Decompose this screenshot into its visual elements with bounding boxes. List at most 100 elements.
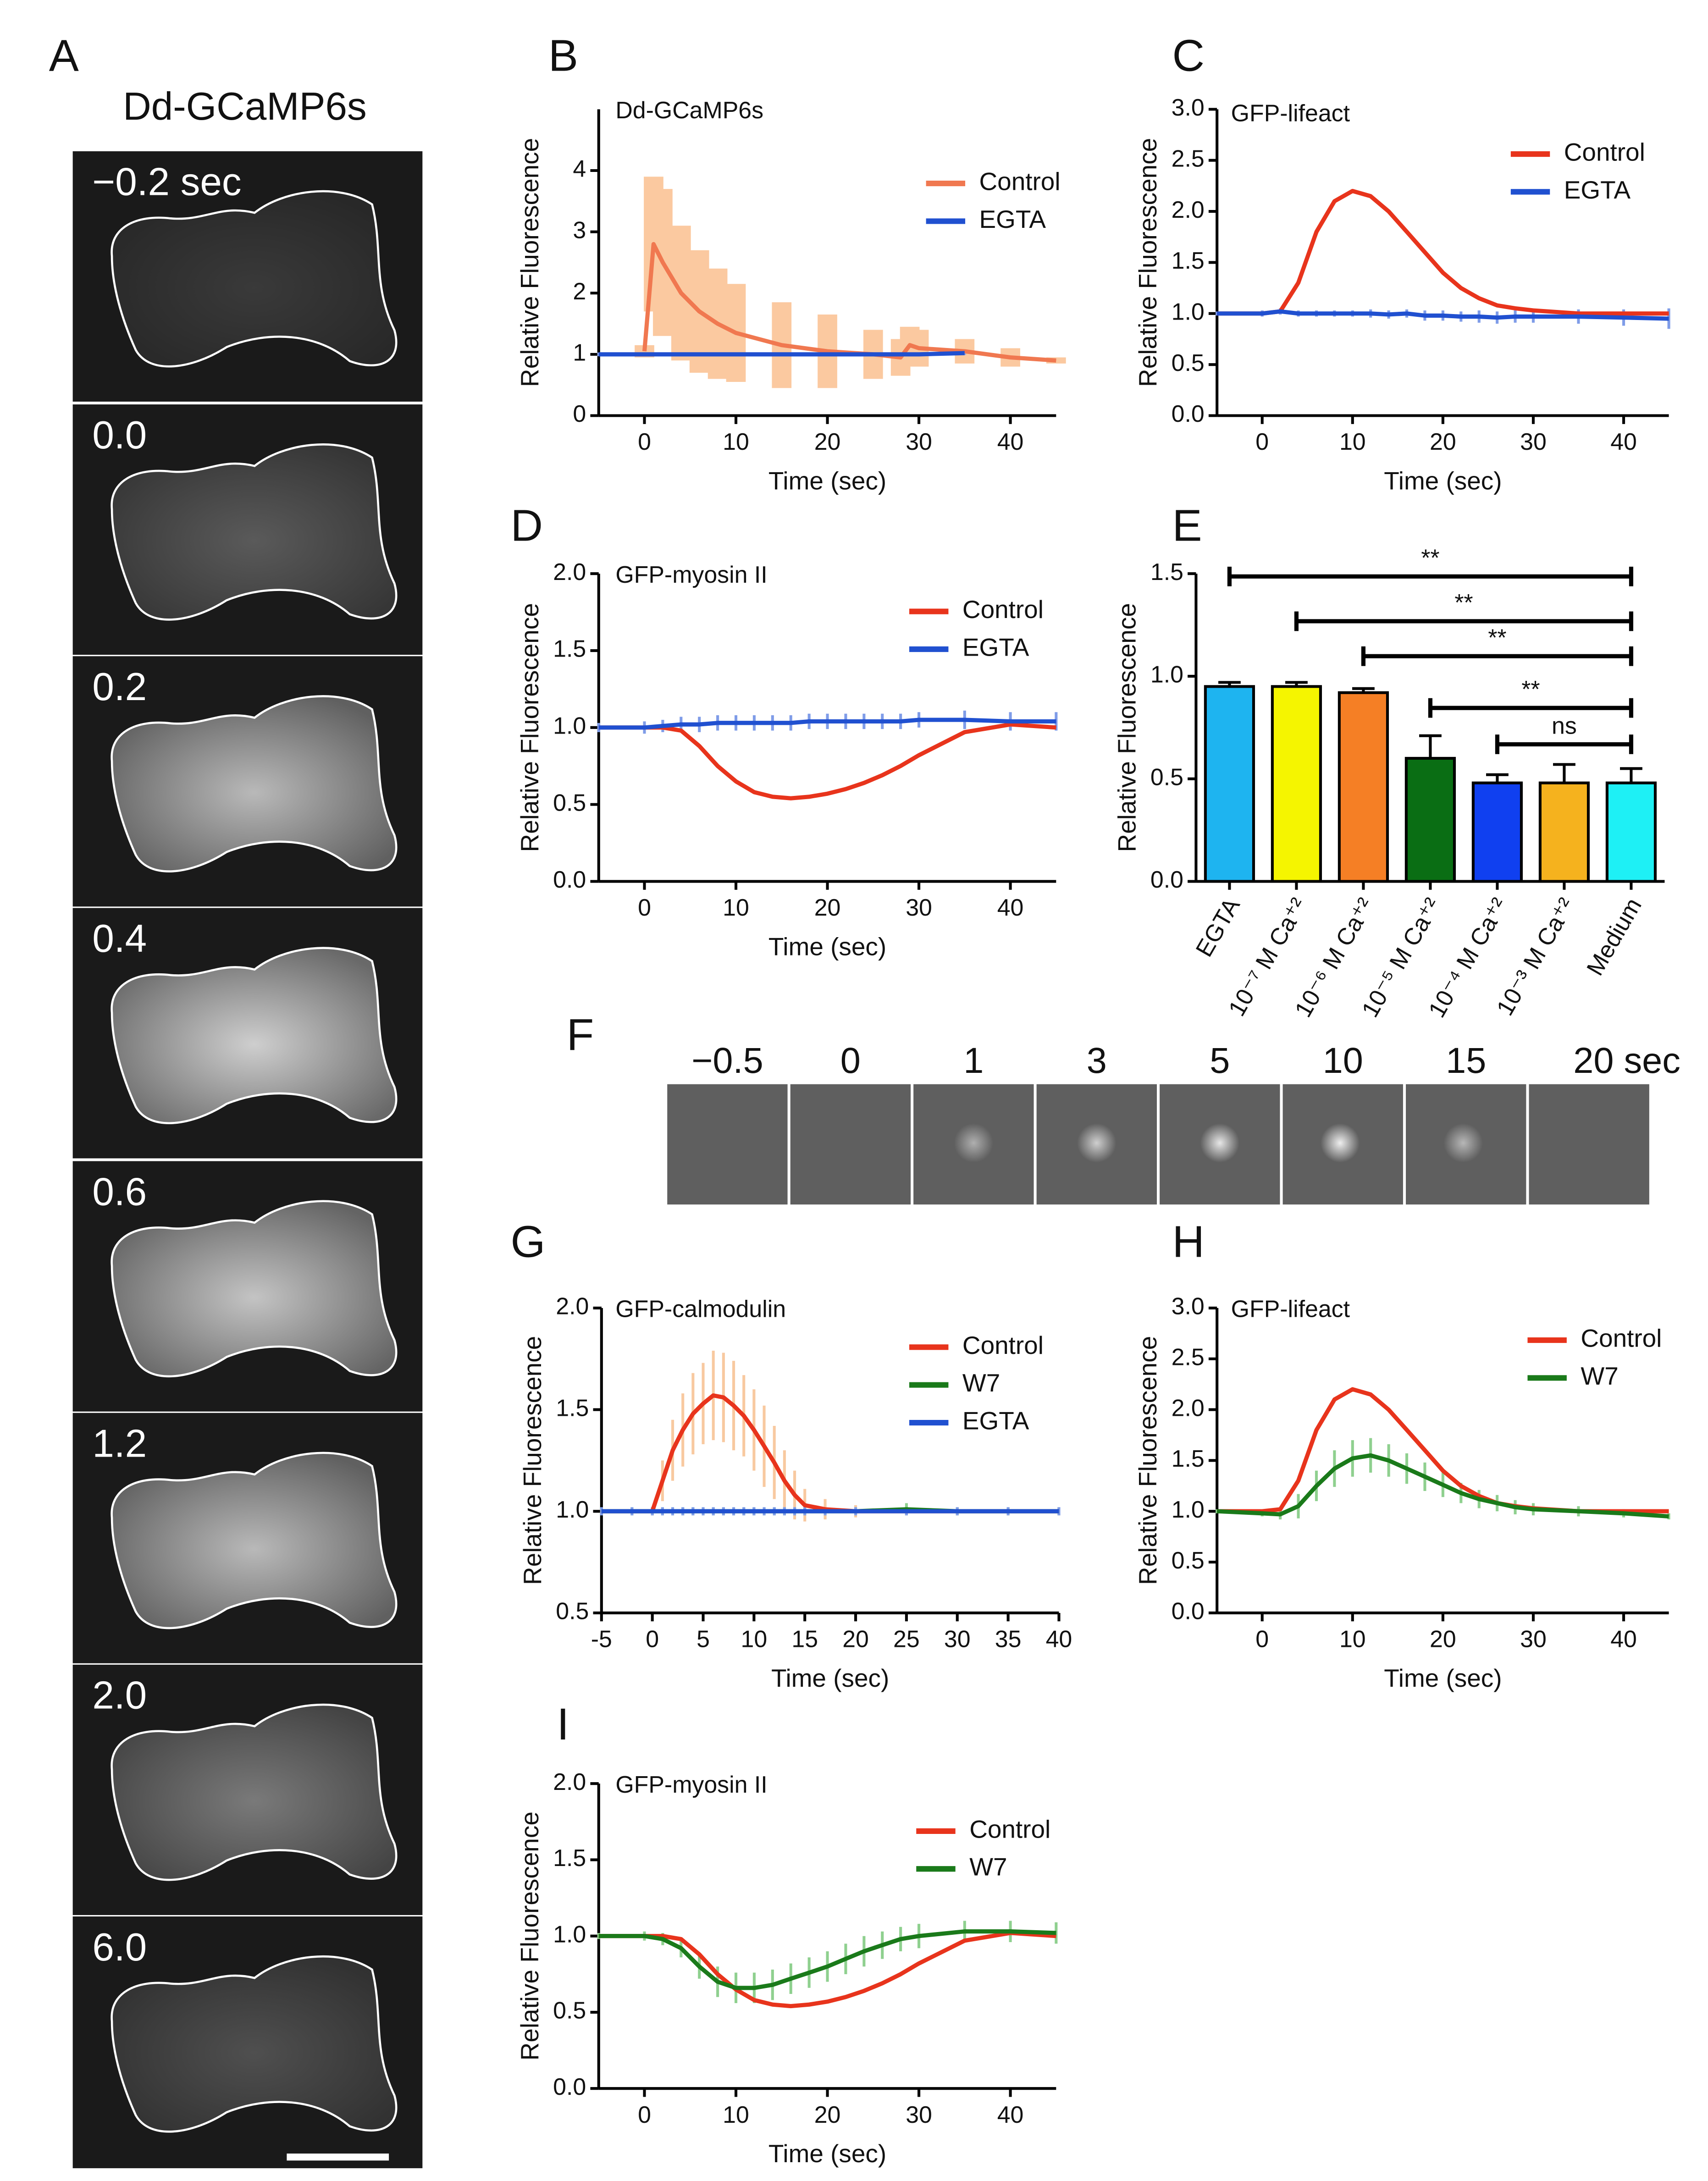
y-tick-label: 0 <box>573 400 586 427</box>
x-tick-label: 30 <box>944 1626 971 1652</box>
panel-label: I <box>557 1699 569 1749</box>
image-frame: 0.6 <box>72 1161 423 1412</box>
panel-title: Dd-GCaMP6s <box>123 85 367 128</box>
image-tile <box>667 1084 788 1205</box>
frame-label: 6.0 <box>92 1926 147 1969</box>
x-tick-label: 10 <box>741 1626 768 1652</box>
chart-title: Dd-GCaMP6s <box>615 97 763 123</box>
image-frame: 0.2 <box>72 656 423 907</box>
x-tick-label: 20 <box>1430 1626 1456 1652</box>
image-frame: 1.2 <box>72 1413 423 1663</box>
y-axis-label: Relative Fluorescence <box>518 1336 547 1585</box>
x-tick-label: 10 <box>723 894 749 921</box>
x-tick-label: -5 <box>591 1626 612 1652</box>
series-line <box>1216 1453 1669 1519</box>
legend-label: Control <box>962 595 1044 624</box>
y-tick-label: 2.0 <box>553 558 586 585</box>
x-tick-label: 20 <box>814 894 841 921</box>
bar <box>1204 685 1255 883</box>
time-label: 3 <box>1087 1040 1107 1081</box>
bar <box>1404 756 1456 883</box>
frame-label: 0.0 <box>92 414 147 457</box>
y-tick-label: 0.5 <box>1150 763 1183 790</box>
panel-label: F <box>567 1010 594 1060</box>
y-tick-label: 2 <box>573 278 586 304</box>
image-frame: 6.0 <box>72 1916 423 2169</box>
x-tick-label: 0 <box>646 1626 659 1652</box>
time-label: 15 <box>1446 1040 1486 1081</box>
x-tick-label: 30 <box>1520 1626 1547 1652</box>
y-tick-label: 3.0 <box>1172 1293 1205 1320</box>
significance-label: ** <box>1454 589 1473 616</box>
legend-label: Control <box>979 167 1061 196</box>
frame-label: −0.2 sec <box>92 160 241 204</box>
x-tick-label: 40 <box>997 428 1024 455</box>
series-line <box>1217 188 1669 316</box>
time-label: 5 <box>1210 1040 1230 1081</box>
significance-label: ** <box>1488 624 1506 651</box>
y-axis-label: Relative Fluorescence <box>1112 603 1141 852</box>
x-tick-label: 0 <box>638 894 651 921</box>
series-line <box>1217 309 1669 321</box>
series-line <box>598 351 965 357</box>
y-tick-label: 2.5 <box>1172 1343 1205 1370</box>
panel-label: C <box>1172 30 1205 80</box>
x-tick-label: 30 <box>906 2101 932 2128</box>
x-tick-label: 20 <box>814 2101 841 2128</box>
chart-title: GFP-calmodulin <box>615 1296 786 1322</box>
y-axis-label: Relative Fluorescence <box>1133 1336 1162 1585</box>
x-tick-label: 0 <box>1255 1626 1269 1652</box>
legend-label: EGTA <box>962 633 1029 661</box>
bar <box>1471 781 1523 883</box>
legend-label: EGTA <box>1564 176 1631 204</box>
y-tick-label: 1.5 <box>1172 247 1205 274</box>
y-axis-label: Relative Fluorescence <box>515 603 544 852</box>
y-tick-label: 0.0 <box>553 866 586 893</box>
y-tick-label: 2.0 <box>1172 1394 1205 1421</box>
y-tick-label: 1.5 <box>1150 558 1183 585</box>
y-tick-label: 1.5 <box>556 1394 589 1421</box>
y-axis-label: Relative Fluorescence <box>1133 138 1162 387</box>
y-tick-label: 1.0 <box>1172 1496 1205 1523</box>
y-tick-label: 0.5 <box>553 1997 586 2024</box>
y-axis-label: Relative Fluorescence <box>515 138 544 387</box>
bar <box>1338 691 1389 883</box>
y-tick-label: 2.0 <box>553 1768 586 1795</box>
image-frame: −0.2 sec <box>72 151 423 402</box>
y-tick-label: 1 <box>573 339 586 366</box>
spot <box>1200 1123 1239 1163</box>
x-axis-label: Time (sec) <box>768 2139 886 2168</box>
image-tile <box>1529 1084 1649 1205</box>
legend-label: EGTA <box>979 205 1046 233</box>
series-line <box>598 722 1056 801</box>
x-tick-label: 30 <box>906 428 932 455</box>
time-label: 10 <box>1323 1040 1363 1081</box>
x-tick-label: 10 <box>723 2101 749 2128</box>
y-tick-label: 0.0 <box>1172 400 1205 427</box>
y-tick-label: 0.0 <box>1150 866 1183 893</box>
bar <box>1271 685 1322 883</box>
legend-label: EGTA <box>962 1407 1029 1435</box>
image-tile <box>790 1084 911 1205</box>
chart-title: GFP-lifeact <box>1231 1296 1350 1322</box>
x-tick-label: 40 <box>997 2101 1024 2128</box>
spot <box>1320 1123 1360 1163</box>
x-tick-label: 20 <box>1430 428 1456 455</box>
x-tick-label: 40 <box>1610 428 1637 455</box>
x-tick-label: 40 <box>1610 1626 1637 1652</box>
legend-label: Control <box>962 1331 1044 1359</box>
y-tick-label: 0.5 <box>556 1598 589 1624</box>
series-line <box>598 718 1056 730</box>
x-tick-label: 0 <box>638 428 651 455</box>
y-tick-label: 1.5 <box>553 1844 586 1871</box>
y-tick-label: 1.0 <box>553 1921 586 1947</box>
y-tick-label: 0.0 <box>553 2073 586 2100</box>
y-tick-label: 0.5 <box>553 789 586 816</box>
x-tick-label: 40 <box>1046 1626 1072 1652</box>
frame-label: 2.0 <box>92 1674 147 1717</box>
x-tick-label: 0 <box>1255 428 1269 455</box>
frame-label: 0.2 <box>92 665 147 709</box>
image-frame: 2.0 <box>72 1664 423 1915</box>
